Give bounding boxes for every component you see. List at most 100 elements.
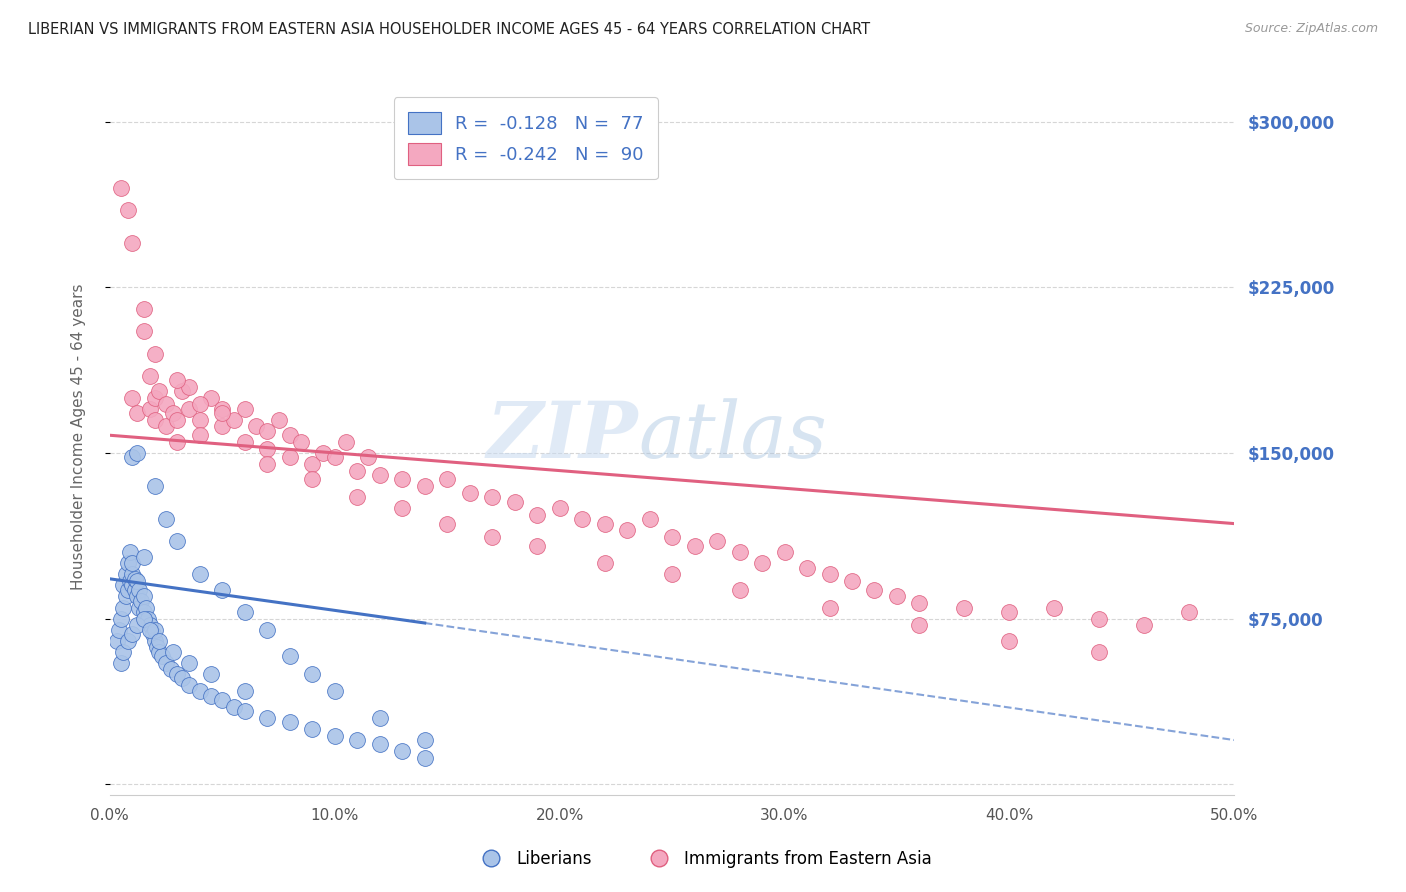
Point [481, 530, 503, 544]
Point [1043, 600, 1066, 615]
Point [132, 611, 155, 625]
Point [346, 733, 368, 747]
Point [117, 557, 139, 571]
Point [162, 645, 184, 659]
Point [166, 373, 188, 387]
Point [132, 549, 155, 564]
Point [125, 406, 148, 420]
Point [368, 711, 391, 725]
Point [112, 578, 135, 592]
Legend: Liberians, Immigrants from Eastern Asia: Liberians, Immigrants from Eastern Asia [468, 844, 938, 875]
Point [256, 424, 278, 438]
Point [200, 689, 222, 703]
Point [616, 523, 638, 537]
Point [278, 428, 301, 442]
Point [166, 666, 188, 681]
Point [346, 490, 368, 504]
Point [773, 545, 796, 559]
Point [188, 413, 211, 427]
Point [139, 623, 162, 637]
Point [458, 485, 481, 500]
Point [368, 468, 391, 483]
Point [110, 611, 132, 625]
Point [661, 567, 683, 582]
Point [1088, 645, 1111, 659]
Point [125, 446, 148, 460]
Point [110, 656, 132, 670]
Point [139, 401, 162, 416]
Point [148, 633, 170, 648]
Point [413, 479, 436, 493]
Point [301, 457, 323, 471]
Point [998, 633, 1021, 648]
Point [863, 582, 886, 597]
Point [481, 490, 503, 504]
Point [841, 574, 863, 588]
Point [124, 572, 146, 586]
Point [818, 600, 841, 615]
Point [117, 633, 139, 648]
Point [301, 472, 323, 486]
Text: Source: ZipAtlas.com: Source: ZipAtlas.com [1244, 22, 1378, 36]
Point [1133, 618, 1156, 632]
Point [155, 419, 177, 434]
Point [132, 605, 155, 619]
Point [323, 729, 346, 743]
Point [148, 384, 170, 398]
Legend: R =  -0.128   N =  77, R =  -0.242   N =  90: R = -0.128 N = 77, R = -0.242 N = 90 [394, 97, 658, 179]
Point [121, 567, 143, 582]
Point [132, 302, 155, 317]
Point [526, 508, 548, 522]
Point [132, 325, 155, 339]
Point [436, 516, 458, 531]
Point [135, 600, 157, 615]
Point [188, 567, 211, 582]
Point [796, 561, 818, 575]
Point [222, 700, 245, 714]
Point [155, 656, 177, 670]
Point [143, 623, 166, 637]
Point [436, 472, 458, 486]
Point [177, 678, 200, 692]
Point [908, 618, 931, 632]
Point [211, 582, 233, 597]
Point [661, 530, 683, 544]
Point [953, 600, 976, 615]
Point [1178, 605, 1201, 619]
Point [110, 181, 132, 195]
Point [112, 600, 135, 615]
Point [548, 501, 571, 516]
Point [728, 582, 751, 597]
Point [143, 633, 166, 648]
Point [177, 401, 200, 416]
Point [908, 596, 931, 610]
Text: ZIP: ZIP [486, 398, 638, 475]
Point [132, 590, 155, 604]
Point [256, 442, 278, 456]
Point [125, 618, 148, 632]
Point [121, 627, 143, 641]
Point [233, 434, 256, 449]
Point [125, 574, 148, 588]
Point [108, 623, 131, 637]
Point [142, 627, 165, 641]
Point [136, 611, 159, 625]
Point [278, 450, 301, 465]
Point [593, 557, 616, 571]
Point [211, 401, 233, 416]
Point [188, 397, 211, 411]
Point [256, 623, 278, 637]
Point [728, 545, 751, 559]
Point [278, 715, 301, 730]
Point [335, 434, 357, 449]
Point [683, 539, 706, 553]
Point [166, 413, 188, 427]
Point [571, 512, 593, 526]
Point [128, 582, 150, 597]
Point [143, 413, 166, 427]
Point [413, 750, 436, 764]
Point [177, 379, 200, 393]
Point [751, 557, 773, 571]
Point [112, 645, 135, 659]
Point [503, 494, 526, 508]
